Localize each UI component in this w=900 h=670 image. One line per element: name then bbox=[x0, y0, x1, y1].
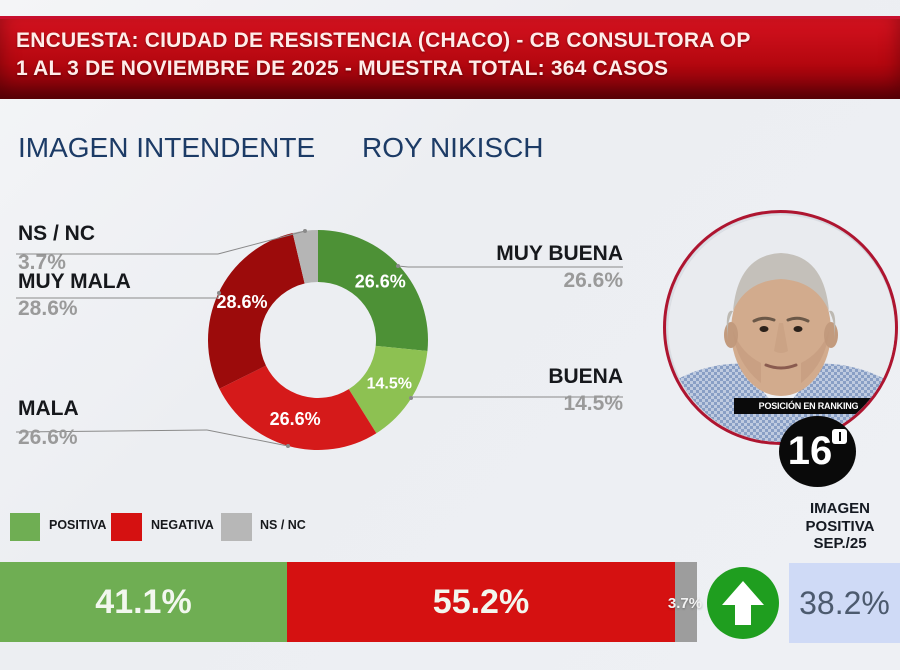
svg-text:28.6%: 28.6% bbox=[216, 292, 267, 312]
